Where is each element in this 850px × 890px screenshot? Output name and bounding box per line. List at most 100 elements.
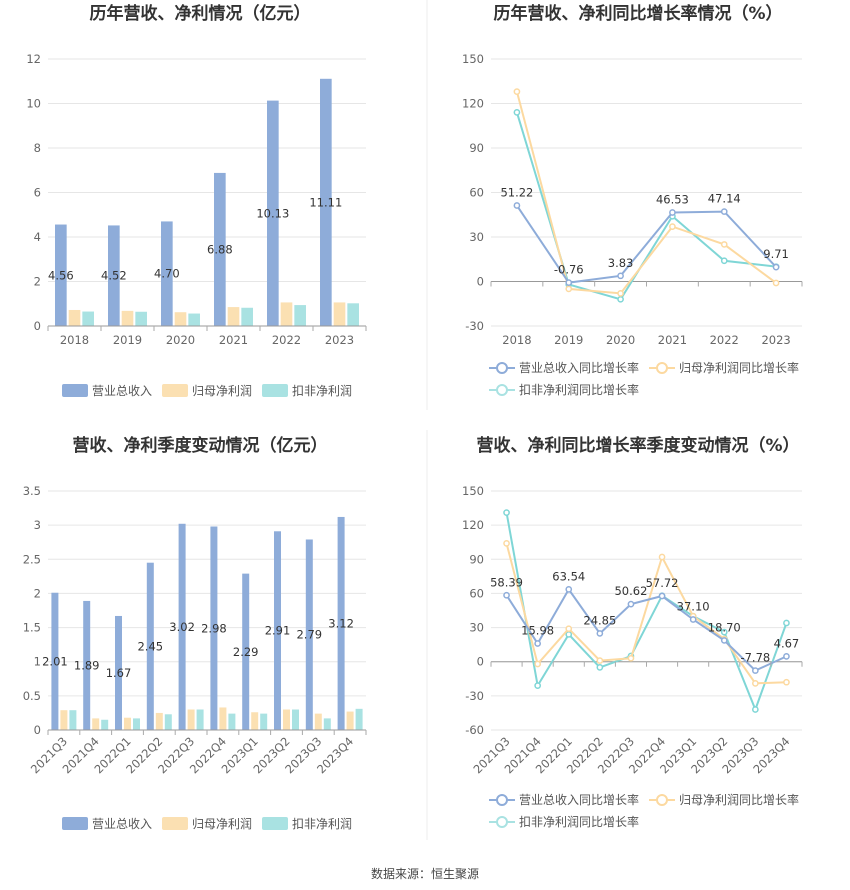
series-point [565,631,573,638]
series-line-revenue [516,204,777,284]
line-value-label: 24.85 [583,613,616,627]
legend-item-revenue[interactable]: 营业总收入 [62,384,152,398]
series-point [669,209,676,216]
series-point [783,619,790,627]
bar-revenue [320,78,332,327]
y-tick-label: 10 [26,97,41,111]
line-value-label: -7.78 [740,651,770,665]
legend-label: 扣非净利润同比增长率 [519,814,639,829]
bar-value-label: 1.67 [106,666,132,680]
bar-net-profit [121,310,134,326]
line-value-label: 37.10 [677,599,710,613]
series-point [689,616,697,623]
bar-net-profit [333,302,346,326]
y-tick-label: 1.5 [23,621,41,635]
x-tick-label: 2018 [502,333,531,347]
chart-title: 历年营收、净利同比增长率情况（%） [493,3,782,24]
bar-net-profit [174,312,187,326]
x-tick-label: 2019 [554,333,583,347]
legend-quarter-growth: 营业总收入同比增长率 归母净利润同比增长率 扣非净利润同比增长率 [489,792,799,829]
y-tick-label: 0.5 [23,689,41,703]
legend-swatch [62,384,88,397]
legend-item-revenue[interactable]: 营业总收入 [62,817,152,831]
bar-revenue [337,516,345,730]
legend-label: 扣非净利润同比增长率 [519,382,639,397]
bar-deducted [294,305,306,326]
x-tick-label: 2018 [60,333,89,347]
legend-item-revenue-growth[interactable]: 营业总收入同比增长率 [489,360,639,375]
legend-item-net-profit[interactable]: 归母净利润 [162,384,252,398]
y-tick-label: 120 [462,97,484,111]
legend-annual-amount: 营业总收入 归母净利润 扣非净利润 [62,384,352,398]
series-point [596,664,604,671]
bar-value-label: 1.89 [74,658,100,672]
series-point [596,630,604,637]
legend-item-revenue-growth[interactable]: 营业总收入同比增长率 [489,792,639,807]
legend-item-deducted-growth[interactable]: 扣非净利润同比增长率 [489,382,639,397]
series-point [503,540,510,547]
series-point [627,654,635,662]
legend-label: 营业总收入同比增长率 [519,360,639,375]
legend-label: 归母净利润 [192,384,252,398]
bar-net-profit [219,707,227,730]
series-line-revenue [505,587,787,672]
y-tick-label: 8 [34,141,41,155]
legend-item-net-profit[interactable]: 归母净利润 [162,817,252,831]
bar-value-label: 6.88 [207,242,233,256]
bar-net-profit [60,710,68,730]
series-point [503,591,510,599]
series-point [503,509,510,516]
bar-net-profit [283,709,290,730]
series-point [565,279,573,286]
bar-deducted [260,713,268,730]
bar-value-label: 3.02 [169,620,195,634]
bar-value-label: 3.12 [328,616,354,630]
series-point [752,706,759,713]
bar-net-profit [155,712,163,730]
bar-value-label: 10.13 [256,206,289,220]
series-point [720,241,728,248]
legend-label: 归母净利润同比增长率 [679,360,799,375]
series-point [772,263,780,271]
line-value-label: 9.71 [763,247,789,261]
y-tick-label: 0 [34,723,41,737]
line-value-label: 46.53 [656,192,689,206]
x-tick-label: 2020 [166,333,195,347]
legend-label: 扣非净利润 [292,817,352,831]
bar-net-profit [251,712,259,730]
line-value-label: 58.39 [490,575,523,589]
y-tick-label: 90 [469,552,484,566]
x-tick-label: 2019 [113,333,142,347]
quarter-amount-chart: 营收、净利季度变动情况（亿元） 0 0.5 1 1.5 2 2.5 3 3.5 2.01 1.89… [23,435,367,776]
bar-deducted [101,719,109,730]
bar-deducted [347,303,359,326]
bar-value-label: 2.91 [265,624,291,638]
series-point [627,600,635,608]
legend-item-net-growth[interactable]: 归母净利润同比增长率 [649,360,799,375]
quarter-growth-chart: 营收、净利同比增长率季度变动情况（%） -60 -30 0 30 60 90 120 150 5… [462,435,803,776]
legend-label: 营业总收入同比增长率 [519,792,639,807]
bar-revenue [178,523,186,730]
series-point [565,625,573,633]
bar-net-profit [68,309,81,326]
chart-title: 营收、净利季度变动情况（亿元） [73,435,328,456]
y-tick-label: 0 [34,319,41,333]
legend-item-deducted[interactable]: 扣非净利润 [262,817,352,831]
legend-item-deducted[interactable]: 扣非净利润 [262,384,352,398]
legend-swatch [162,384,188,397]
line-value-label: 15.98 [521,624,554,638]
bar-value-label: 2.79 [296,628,322,642]
bar-revenue [108,225,120,326]
bar-value-label: 4.70 [154,267,180,281]
series-point [617,295,624,303]
line-value-label: 50.62 [614,584,647,598]
bar-deducted [164,714,172,730]
series-point [658,592,666,600]
series-point [534,640,542,647]
legend-item-net-growth[interactable]: 归母净利润同比增长率 [649,792,799,807]
line-value-label: 3.83 [608,256,634,270]
bar-revenue [305,539,313,730]
legend-item-deducted-growth[interactable]: 扣非净利润同比增长率 [489,814,639,829]
legend-marker [496,362,508,374]
